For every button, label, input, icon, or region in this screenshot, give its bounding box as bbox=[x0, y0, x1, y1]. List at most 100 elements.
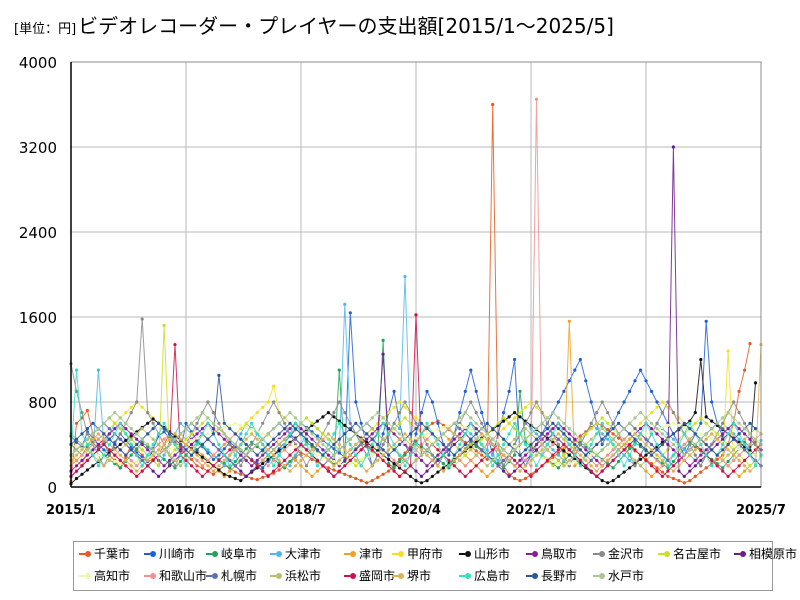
data-point bbox=[480, 421, 484, 425]
data-point bbox=[567, 464, 571, 468]
y-tick-label: 3200 bbox=[19, 139, 57, 157]
y-tick-label: 800 bbox=[28, 394, 57, 412]
data-point bbox=[217, 458, 221, 462]
data-point bbox=[480, 432, 484, 436]
data-point bbox=[261, 458, 265, 462]
data-point bbox=[135, 442, 139, 447]
data-point bbox=[721, 437, 725, 441]
data-point bbox=[162, 469, 166, 473]
data-point bbox=[655, 442, 659, 447]
data-point bbox=[737, 411, 741, 415]
data-point bbox=[710, 448, 714, 452]
data-point bbox=[168, 458, 172, 462]
data-point bbox=[113, 453, 117, 457]
legend-item: 和歌山市 bbox=[144, 567, 207, 584]
data-point bbox=[392, 442, 396, 447]
data-point bbox=[567, 379, 571, 383]
data-point bbox=[228, 453, 232, 457]
data-point bbox=[206, 458, 210, 462]
data-point bbox=[502, 464, 506, 468]
data-point bbox=[649, 427, 654, 431]
data-point bbox=[419, 448, 424, 452]
y-tick-label: 1600 bbox=[19, 309, 57, 327]
data-point bbox=[622, 437, 626, 441]
data-point bbox=[638, 437, 643, 441]
data-point bbox=[611, 453, 615, 457]
data-point bbox=[326, 466, 330, 470]
data-point bbox=[502, 416, 506, 420]
data-point bbox=[272, 427, 276, 431]
data-point bbox=[304, 453, 309, 457]
data-point bbox=[458, 411, 462, 415]
data-point bbox=[502, 453, 506, 457]
data-point bbox=[315, 453, 319, 457]
data-point bbox=[398, 464, 402, 468]
data-point bbox=[118, 453, 122, 457]
data-point bbox=[617, 459, 621, 464]
data-point bbox=[649, 448, 654, 452]
data-point bbox=[480, 453, 484, 457]
data-point bbox=[660, 425, 665, 430]
data-point bbox=[704, 453, 708, 457]
legend-marker bbox=[150, 572, 156, 579]
data-point bbox=[644, 379, 648, 383]
legend-label: 水戸市 bbox=[608, 569, 645, 583]
data-point bbox=[162, 442, 166, 447]
data-point bbox=[644, 421, 648, 425]
data-point bbox=[671, 145, 676, 149]
data-point bbox=[315, 442, 319, 447]
data-point bbox=[677, 442, 681, 447]
data-point bbox=[737, 458, 741, 462]
data-point bbox=[200, 427, 204, 431]
data-point bbox=[140, 464, 144, 468]
data-point bbox=[491, 469, 495, 473]
data-point bbox=[151, 469, 155, 473]
data-point bbox=[96, 432, 100, 436]
data-point bbox=[463, 474, 467, 478]
data-point bbox=[463, 448, 467, 452]
legend-item: 札幌市 bbox=[206, 567, 257, 584]
data-point bbox=[567, 442, 571, 447]
data-point bbox=[387, 421, 391, 425]
legend: 千葉市 川崎市 岐阜市 大津市 津市 甲府市 山形市 鳥取市 金沢市 名古屋市 相模原市 高知市 和歌山… bbox=[73, 541, 797, 591]
data-point bbox=[266, 453, 270, 457]
data-point bbox=[200, 421, 204, 425]
data-point bbox=[414, 442, 418, 447]
data-point bbox=[217, 432, 221, 436]
data-point bbox=[184, 448, 188, 452]
data-point bbox=[332, 464, 336, 468]
data-point bbox=[655, 400, 659, 404]
legend-label: 相模原市 bbox=[749, 547, 798, 561]
data-point bbox=[578, 453, 582, 457]
data-point bbox=[693, 464, 697, 468]
legend-item: 大津市 bbox=[270, 545, 321, 562]
data-point bbox=[370, 416, 374, 420]
data-point bbox=[666, 423, 670, 427]
data-point bbox=[140, 448, 144, 452]
legend-swatch bbox=[206, 574, 212, 577]
data-point bbox=[348, 453, 352, 457]
data-point bbox=[628, 458, 632, 462]
data-point bbox=[655, 405, 659, 409]
data-point bbox=[162, 421, 166, 425]
data-point bbox=[124, 464, 128, 468]
data-point bbox=[408, 442, 413, 447]
data-point bbox=[447, 423, 451, 427]
data-point bbox=[655, 458, 659, 462]
data-point bbox=[633, 458, 637, 462]
data-point bbox=[102, 464, 106, 468]
data-point bbox=[584, 442, 588, 447]
data-point bbox=[244, 453, 248, 457]
data-point bbox=[441, 453, 445, 457]
data-point bbox=[710, 419, 714, 423]
data-point bbox=[556, 458, 561, 462]
data-point bbox=[710, 432, 714, 436]
legend-item: 盛岡市 bbox=[344, 567, 395, 584]
data-point bbox=[726, 411, 730, 415]
data-point bbox=[217, 448, 221, 452]
data-point bbox=[200, 432, 204, 436]
data-point bbox=[354, 453, 358, 457]
data-point bbox=[168, 453, 172, 457]
data-point bbox=[244, 421, 248, 425]
data-point bbox=[151, 421, 155, 425]
